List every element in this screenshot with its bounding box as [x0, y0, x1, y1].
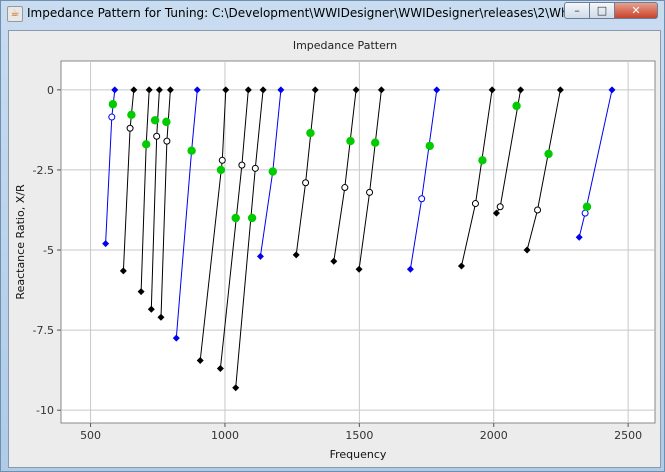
endpoint-marker — [492, 209, 500, 217]
endpoint-marker — [292, 251, 300, 259]
open-circle-marker — [534, 206, 542, 214]
y-tick-label: -7.5 — [33, 324, 54, 337]
x-tick-label: 1500 — [345, 429, 373, 442]
endpoint-marker — [330, 257, 338, 265]
endpoint-marker — [457, 262, 465, 270]
y-tick-label: 0 — [47, 84, 54, 97]
window-title: Impedance Pattern for Tuning: C:\Develop… — [27, 6, 613, 20]
open-circle-marker — [366, 188, 374, 196]
open-circle-marker — [341, 184, 349, 192]
x-tick-label: 500 — [80, 429, 101, 442]
endpoint-marker — [166, 86, 174, 94]
y-axis-label: Reactance Ratio, X/R — [14, 184, 27, 300]
target-point — [346, 136, 355, 146]
endpoint-marker — [137, 288, 145, 296]
target-point — [231, 213, 240, 223]
x-tick-label: 2500 — [614, 429, 642, 442]
target-point — [582, 202, 592, 211]
endpoint-marker — [377, 86, 385, 94]
endpoint-marker — [232, 384, 240, 392]
open-circle-marker — [251, 164, 259, 172]
target-point — [425, 141, 434, 151]
y-tick-label: -10 — [36, 404, 54, 417]
endpoint-marker — [196, 357, 204, 365]
open-circle-marker — [302, 179, 310, 187]
open-circle-marker — [218, 156, 226, 164]
target-point — [142, 140, 151, 149]
open-circle-marker — [418, 195, 426, 203]
target-point — [108, 100, 118, 109]
target-point — [268, 167, 277, 176]
chart-title: Impedance Pattern — [293, 39, 397, 52]
endpoint-marker — [256, 252, 264, 260]
endpoint-marker — [155, 86, 163, 94]
endpoint-marker — [193, 86, 201, 94]
endpoint-marker — [157, 313, 165, 321]
target-point — [216, 165, 226, 175]
endpoint-marker — [145, 86, 153, 94]
endpoint-marker — [216, 365, 224, 373]
x-tick-label: 1000 — [211, 429, 239, 442]
minimize-button[interactable]: – — [564, 2, 590, 19]
axes: 500 1000 1500 2000 2500 0 -2.5 -5 -7.5 -10 — [33, 84, 643, 442]
close-button[interactable]: ✕ — [615, 2, 658, 19]
target-point — [127, 110, 136, 120]
endpoint-marker — [355, 265, 363, 273]
endpoint-marker — [259, 86, 267, 94]
endpoint-marker — [111, 86, 119, 94]
target-point — [478, 156, 487, 165]
endpoint-marker — [523, 246, 531, 254]
y-tick-label: -5 — [43, 244, 54, 257]
x-tick-label: 2000 — [480, 429, 508, 442]
open-circle-marker — [163, 137, 171, 145]
maximize-button[interactable]: □ — [590, 2, 615, 19]
endpoint-marker — [130, 86, 138, 94]
open-circle-marker — [108, 113, 116, 121]
open-circle-marker — [496, 203, 504, 211]
plot-area — [60, 60, 656, 424]
target-point — [371, 138, 380, 147]
open-circle-marker — [126, 124, 134, 132]
target-point — [512, 101, 521, 111]
endpoint-marker — [406, 265, 414, 273]
open-circle-marker — [153, 132, 161, 140]
title-bar[interactable]: ☕ Impedance Pattern for Tuning: C:\Devel… — [1, 1, 664, 27]
endpoint-marker — [517, 86, 525, 94]
target-point — [544, 149, 553, 159]
series-group — [102, 86, 616, 392]
x-axis-label: Frequency — [330, 448, 387, 461]
endpoint-marker — [172, 334, 180, 342]
endpoint-marker — [352, 86, 360, 94]
target-point — [247, 213, 257, 223]
endpoint-marker — [311, 86, 319, 94]
open-circle-marker — [238, 161, 246, 169]
target-point — [150, 116, 160, 125]
endpoint-marker — [556, 86, 564, 94]
target-point — [162, 117, 171, 127]
endpoint-marker — [575, 233, 583, 241]
impedance-chart: Impedance Pattern 500 1000 1500 2000 2500 0 -2… — [14, 39, 656, 461]
endpoint-marker — [222, 86, 230, 94]
endpoint-marker — [147, 305, 155, 313]
target-point — [306, 128, 315, 138]
endpoint-marker — [277, 86, 285, 94]
open-circle-marker — [581, 209, 589, 217]
endpoint-marker — [488, 86, 496, 94]
endpoint-marker — [244, 86, 252, 94]
chart-panel: Impedance Pattern 500 1000 1500 2000 2500 0 -2… — [8, 30, 661, 468]
target-point — [187, 146, 196, 155]
java-app-icon: ☕ — [7, 6, 23, 22]
endpoint-marker — [102, 240, 110, 248]
endpoint-marker — [433, 86, 441, 94]
endpoint-marker — [608, 86, 616, 94]
y-tick-label: -2.5 — [33, 164, 54, 177]
open-circle-marker — [471, 200, 479, 208]
endpoint-marker — [119, 267, 127, 275]
window-controls: – □ ✕ — [564, 2, 658, 20]
